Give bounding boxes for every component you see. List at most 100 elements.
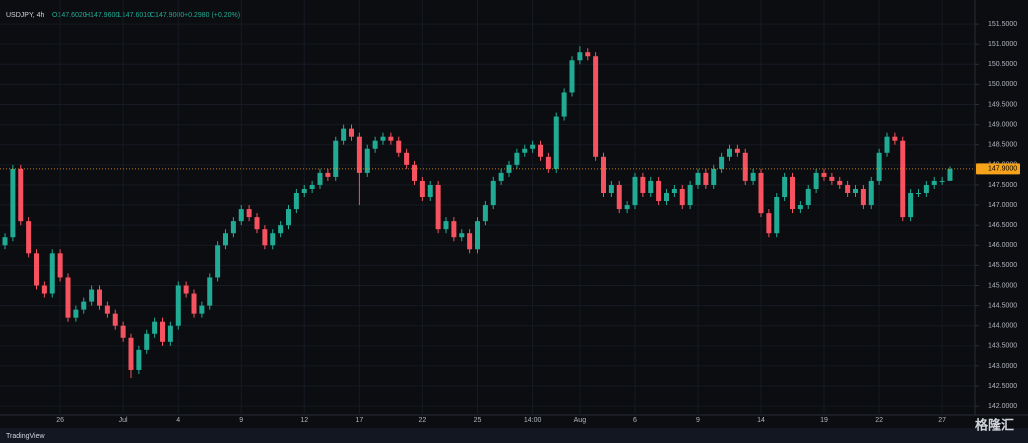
candle (876, 148, 882, 185)
last-price-label: 147.9000 (988, 166, 1017, 173)
candle-body (640, 176, 646, 193)
candle-body (238, 209, 244, 222)
candle (372, 136, 378, 153)
y-tick-label: 150.0000 (988, 81, 1017, 88)
candle (553, 112, 559, 173)
candle (790, 172, 795, 214)
candle-body (561, 92, 567, 117)
candle (884, 132, 890, 157)
candle (853, 184, 858, 198)
candle (585, 48, 591, 61)
candle-body (892, 136, 898, 141)
x-tick-label: 27 (938, 417, 946, 424)
candle-body (451, 221, 457, 238)
candle-body (41, 285, 47, 294)
y-tick-label: 142.5000 (988, 383, 1017, 390)
candle-body (388, 136, 394, 141)
candle-body (81, 301, 87, 310)
candle-body (545, 156, 551, 169)
candle-body (175, 285, 181, 326)
y-tick-label: 144.0000 (988, 323, 1017, 330)
candle-body (475, 221, 480, 250)
candle (34, 249, 39, 290)
candle (286, 205, 291, 230)
y-tick-label: 145.5000 (988, 262, 1017, 269)
candle (427, 180, 433, 202)
candle-body (805, 188, 811, 206)
candle (246, 205, 252, 222)
candle (805, 184, 811, 210)
y-tick-label: 144.5000 (988, 302, 1017, 309)
candle (57, 249, 63, 282)
candle (199, 301, 205, 318)
candle-body (868, 180, 874, 206)
candle (388, 132, 394, 145)
candle-body (538, 144, 543, 157)
header: USDJPY, 4h O147.6020 H147.9600 L147.6010… (6, 12, 240, 19)
candle (112, 309, 118, 330)
candle-body (632, 176, 638, 206)
candle (152, 317, 158, 338)
candle-body (490, 180, 496, 206)
y-tick-label: 148.5000 (988, 142, 1017, 149)
close-value: C147.9000 (150, 12, 184, 19)
candle-body (695, 172, 701, 185)
candle-body (254, 217, 260, 230)
candle-body (325, 172, 331, 177)
candle-body (813, 172, 819, 189)
candle (65, 273, 71, 322)
candle (530, 140, 536, 153)
candle (412, 160, 417, 185)
candle-body (837, 180, 843, 185)
open-value: O147.6020 (52, 12, 87, 19)
candle-body (884, 136, 890, 153)
candle (482, 201, 488, 226)
candle-body (648, 180, 654, 193)
candle-body (207, 277, 213, 306)
candle-body (230, 221, 236, 234)
candle-body (750, 172, 756, 181)
candle (475, 217, 480, 254)
candle-body (797, 205, 803, 210)
candle-body (419, 180, 425, 198)
candle-body (364, 148, 370, 173)
candle-body (931, 180, 937, 185)
candle (183, 281, 189, 298)
candle-body (923, 184, 929, 193)
candle (742, 148, 748, 185)
candle-body (18, 168, 24, 222)
candle (136, 345, 142, 374)
x-tick-label: 17 (355, 417, 363, 424)
candle (813, 168, 819, 193)
y-tick-label: 142.0000 (988, 403, 1017, 410)
candle (349, 124, 354, 141)
candle-body (522, 148, 528, 153)
candle-body (608, 184, 614, 193)
candle-body (774, 197, 780, 234)
candle-body (144, 333, 150, 350)
candle-body (498, 172, 504, 181)
candle (451, 217, 457, 242)
candle-body (104, 305, 110, 314)
candle-body (246, 209, 252, 218)
candle-body (758, 172, 764, 214)
candle (664, 188, 669, 206)
candle (569, 56, 575, 97)
candle (648, 176, 654, 198)
candle-body (443, 221, 449, 230)
y-tick-label: 149.5000 (988, 101, 1017, 108)
candle-body (782, 176, 788, 198)
candle-body (467, 233, 473, 250)
candle (656, 176, 662, 206)
candle-body (845, 184, 851, 193)
candle (750, 168, 756, 185)
candle (223, 229, 228, 250)
candle-body (766, 213, 772, 234)
candle (829, 172, 835, 185)
candle-body (356, 136, 362, 173)
candle (640, 172, 646, 198)
candle-body (900, 140, 906, 218)
high-value: H147.9600 (85, 12, 119, 19)
y-tick-label: 151.0000 (988, 41, 1017, 48)
